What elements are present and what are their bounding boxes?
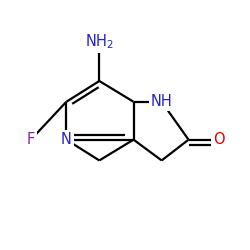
Text: F: F <box>27 132 35 147</box>
Text: NH$_2$: NH$_2$ <box>85 32 114 51</box>
Text: NH: NH <box>151 94 172 109</box>
Text: N: N <box>61 132 72 147</box>
Text: O: O <box>213 132 225 147</box>
